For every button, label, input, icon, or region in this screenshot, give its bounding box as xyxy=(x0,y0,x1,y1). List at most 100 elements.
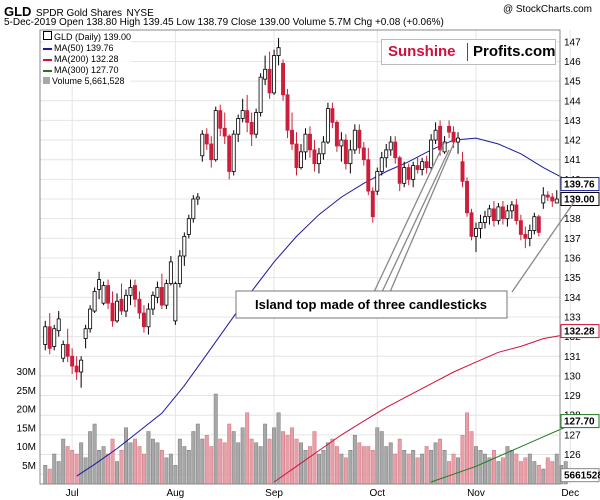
volume-bar xyxy=(155,442,160,485)
candle-body xyxy=(375,171,380,192)
price-tick-label: 144 xyxy=(564,96,581,107)
candle-body xyxy=(110,302,115,322)
volume-bar xyxy=(424,446,429,485)
high-value: 139.45 xyxy=(143,17,174,28)
volume-bar xyxy=(249,438,254,485)
candle-body xyxy=(438,125,443,151)
candle-body xyxy=(209,143,214,161)
volume-bar xyxy=(191,431,196,485)
candle-body xyxy=(258,76,263,113)
legend-ma200: MA(200) 132.28 xyxy=(43,54,131,65)
candle-body xyxy=(316,153,321,165)
candle-body xyxy=(177,255,182,284)
volume-bar xyxy=(227,423,232,485)
candle-body xyxy=(366,159,371,192)
price-tick-label: 129 xyxy=(564,391,581,402)
volume-bar xyxy=(177,438,182,485)
volume-bar xyxy=(343,457,348,485)
candle-body xyxy=(397,157,402,184)
chart-legend: GLD (Daily) 139.00 MA(50) 139.76 MA(200)… xyxy=(43,31,132,87)
candle-body xyxy=(321,141,326,155)
volume-bar xyxy=(433,442,438,485)
volume-bar xyxy=(146,431,151,485)
volume-bar xyxy=(509,450,514,485)
volume-bar xyxy=(316,453,321,485)
volume-bar xyxy=(263,423,268,485)
volume-bar xyxy=(159,450,164,485)
candle-body xyxy=(536,216,541,233)
candle-body xyxy=(523,233,528,239)
volume-bar xyxy=(173,465,178,485)
candle-body xyxy=(482,216,487,224)
candle-body xyxy=(191,198,196,220)
candle-body xyxy=(272,55,277,94)
price-tick-label: 131 xyxy=(564,352,581,363)
volume-bar xyxy=(321,450,326,485)
volume-bar xyxy=(523,457,528,485)
volume-bar xyxy=(70,450,75,485)
candle-body xyxy=(276,47,281,56)
volume-bar xyxy=(460,435,465,485)
volume-bar xyxy=(514,453,519,485)
volume-bar xyxy=(92,423,97,485)
volume-bar xyxy=(79,442,84,485)
candle-body xyxy=(65,344,70,357)
volume-bar xyxy=(554,453,559,485)
price-tick-label: 146 xyxy=(564,57,581,68)
candle-body xyxy=(294,143,299,168)
candle-body xyxy=(124,294,128,312)
volume-bar xyxy=(119,450,124,485)
volume-bar xyxy=(312,431,317,485)
price-tick-label: 134 xyxy=(564,293,581,304)
volume-bar xyxy=(496,461,501,485)
candle-body xyxy=(420,161,425,170)
candle-body xyxy=(370,190,375,218)
candle-body xyxy=(348,149,353,165)
candle-body xyxy=(308,133,312,151)
legend-volume: Volume 5,661,528 xyxy=(43,76,131,87)
candle-body xyxy=(496,206,501,222)
volume-bar xyxy=(186,450,191,485)
volume-badge: 5661528 xyxy=(564,471,600,482)
price-tick-label: 147 xyxy=(564,37,581,48)
volume-bar xyxy=(272,427,277,485)
candle-body xyxy=(550,196,555,202)
logo-divider xyxy=(467,43,468,61)
volume-bar xyxy=(402,450,407,485)
candle-body xyxy=(433,129,438,141)
candle-body xyxy=(159,287,164,306)
candle-body xyxy=(186,218,191,235)
candle-body xyxy=(379,157,384,172)
price-tick-label: 126 xyxy=(564,450,581,461)
candle-body xyxy=(352,129,357,151)
volume-tick-label: 20M xyxy=(17,405,36,416)
candle-body xyxy=(469,212,474,237)
volume-bar xyxy=(420,453,425,485)
candle-body xyxy=(43,326,48,345)
candle-body xyxy=(411,165,416,180)
volume-bar xyxy=(285,435,290,485)
logo-part-profits: Profits.com xyxy=(473,43,556,60)
candle-body xyxy=(285,94,290,131)
candle-body xyxy=(339,139,344,147)
candle-body xyxy=(447,125,452,133)
volume-bar xyxy=(110,438,115,485)
candle-body xyxy=(70,355,75,367)
candle-body xyxy=(361,147,366,161)
candle-body xyxy=(61,344,66,359)
volume-bar xyxy=(456,457,460,485)
volume-bar xyxy=(231,431,236,485)
volume-bar xyxy=(88,431,93,485)
ohlc-readout: 5-Dec-2019 Open 138.80 High 139.45 Low 1… xyxy=(4,17,444,28)
candle-body xyxy=(474,228,478,237)
volume-bar xyxy=(52,453,57,485)
annotation-box xyxy=(235,290,508,319)
legend-volume-icon xyxy=(43,77,50,84)
candle-body xyxy=(312,149,317,165)
annotation-pointer-line xyxy=(511,200,576,293)
month-tick-label: Jul xyxy=(66,488,79,499)
candle-body xyxy=(505,210,510,220)
volume-bar xyxy=(348,450,353,485)
volume-bar xyxy=(550,461,555,485)
volume-bar xyxy=(388,442,393,485)
